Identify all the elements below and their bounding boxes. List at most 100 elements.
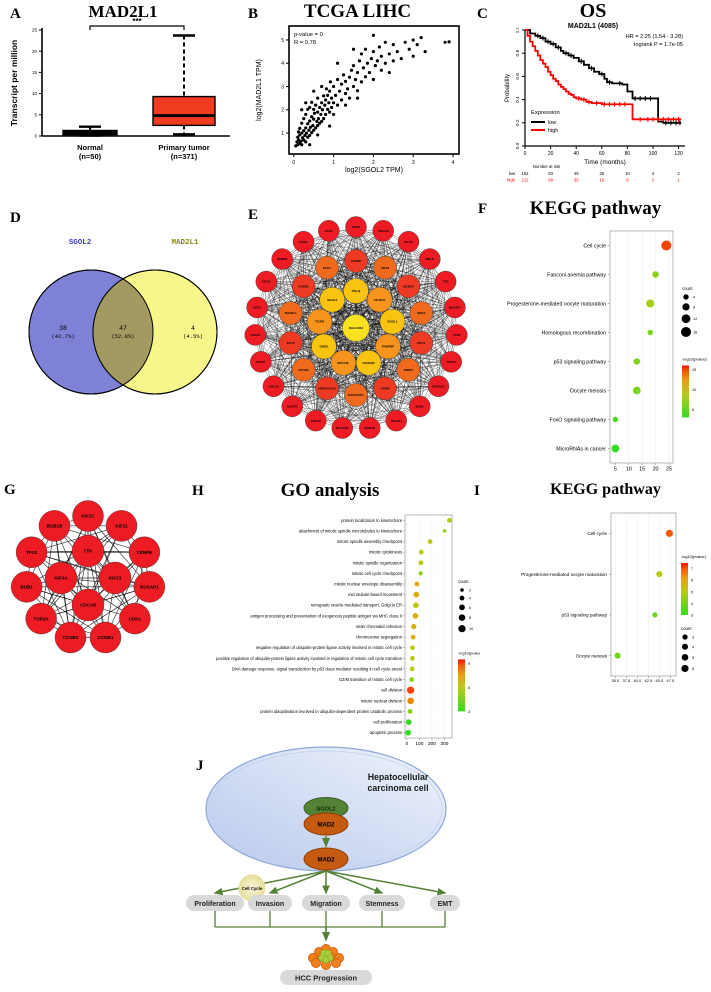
scatter-point bbox=[447, 40, 451, 44]
pathway-dot bbox=[427, 539, 433, 544]
svg-text:HR = 2.25 (1.54 - 3.28): HR = 2.25 (1.54 - 3.28) bbox=[626, 34, 684, 40]
svg-text:83: 83 bbox=[548, 171, 553, 176]
svg-text:count: count bbox=[682, 286, 693, 291]
svg-text:3: 3 bbox=[692, 636, 694, 640]
panel-dot-svg: Cell cycle Progesterone-mediated oocyte m… bbox=[521, 512, 707, 683]
svg-text:mitotic spindle organization: mitotic spindle organization bbox=[353, 560, 403, 565]
svg-text:FOXM1: FOXM1 bbox=[298, 284, 309, 288]
svg-text:4: 4 bbox=[692, 645, 694, 649]
svg-text:16: 16 bbox=[693, 330, 697, 334]
svg-text:chromosome segregation: chromosome segregation bbox=[356, 635, 403, 640]
scatter-point bbox=[345, 87, 350, 91]
scatter-point bbox=[312, 107, 316, 111]
network-node bbox=[271, 248, 293, 270]
pathway-dot bbox=[652, 612, 658, 618]
svg-text:Cell Cycle: Cell Cycle bbox=[242, 886, 263, 891]
svg-text:BUB1B: BUB1B bbox=[365, 426, 376, 430]
panel-net-svg: KIF2C KIF11 CENPE NUSAP1 CDK1 CCNB1 CCNB2 TOP2A… bbox=[10, 500, 166, 654]
network-node bbox=[305, 409, 327, 432]
svg-text:0: 0 bbox=[292, 160, 295, 166]
svg-text:CCNB1: CCNB1 bbox=[98, 635, 114, 640]
pathway-dot bbox=[411, 623, 417, 630]
process-pill bbox=[186, 895, 244, 911]
scatter-point bbox=[367, 70, 372, 75]
svg-text:4: 4 bbox=[691, 602, 693, 606]
network-node bbox=[71, 588, 105, 622]
svg-text:25: 25 bbox=[666, 466, 672, 472]
svg-text:Transcript per million: Transcript per million bbox=[9, 40, 19, 126]
panel-j-letter: J bbox=[196, 758, 204, 774]
scatter-point bbox=[407, 47, 411, 51]
scatter-point bbox=[298, 126, 302, 130]
svg-text:CKAP2L: CKAP2L bbox=[374, 298, 386, 302]
svg-text:BUB1B: BUB1B bbox=[47, 524, 64, 529]
panel-d-letter: D bbox=[10, 210, 21, 226]
pathway-dot bbox=[409, 655, 415, 661]
scatter-point bbox=[322, 117, 326, 121]
scatter-point bbox=[415, 43, 419, 47]
svg-text:5: 5 bbox=[692, 408, 694, 412]
svg-text:7: 7 bbox=[691, 567, 693, 571]
svg-text:negative regulation of ubiquit: negative regulation of ubiquitin-protein… bbox=[256, 645, 403, 650]
scatter-point bbox=[327, 101, 331, 105]
network-node bbox=[15, 536, 48, 568]
network-node bbox=[342, 314, 370, 342]
pathway-dot bbox=[407, 709, 413, 714]
svg-text:Fanconi anemia pathway: Fanconi anemia pathway bbox=[547, 272, 606, 278]
scatter-point bbox=[361, 66, 366, 70]
svg-text:PRC1: PRC1 bbox=[417, 341, 425, 345]
svg-text:SGOL2: SGOL2 bbox=[69, 239, 92, 247]
scatter-point bbox=[363, 75, 368, 79]
network-node bbox=[344, 249, 368, 273]
svg-text:KIF23: KIF23 bbox=[352, 225, 361, 229]
scatter-point bbox=[355, 96, 360, 100]
panel-f-chart: Cell cycle Fanconi anemia pathway Progeste… bbox=[470, 198, 711, 472]
scatter-point bbox=[310, 115, 314, 119]
network-node bbox=[419, 248, 441, 270]
scatter-point bbox=[343, 91, 348, 96]
scatter-point bbox=[347, 75, 352, 79]
svg-text:(42.7%): (42.7%) bbox=[51, 333, 74, 340]
scatter-point bbox=[312, 117, 316, 121]
panel-dot-svg: protein localization to kinetochore attac… bbox=[216, 514, 480, 747]
svg-text:35.0: 35.0 bbox=[611, 678, 620, 683]
svg-text:PLK4: PLK4 bbox=[325, 229, 333, 233]
scatter-point bbox=[391, 59, 395, 63]
pathway-dot bbox=[665, 529, 673, 537]
scatter-point bbox=[315, 119, 319, 124]
network-node bbox=[54, 621, 87, 654]
svg-text:0.6: 0.6 bbox=[515, 73, 521, 80]
pathway-dot bbox=[405, 729, 412, 736]
scatter-point bbox=[311, 124, 315, 128]
molecule-mad2 bbox=[303, 812, 349, 836]
pathway-dot bbox=[413, 591, 420, 598]
scatter-point bbox=[335, 61, 340, 65]
scatter-point bbox=[399, 56, 403, 61]
svg-text:4: 4 bbox=[281, 61, 284, 67]
scatter-point bbox=[329, 96, 334, 100]
pathway-dot bbox=[414, 581, 420, 587]
svg-text:mitotic cytokinesis: mitotic cytokinesis bbox=[369, 550, 402, 555]
scatter-point bbox=[365, 61, 370, 65]
process-pill bbox=[430, 895, 460, 911]
svg-text:0: 0 bbox=[406, 741, 409, 747]
svg-text:47.5: 47.5 bbox=[666, 678, 675, 683]
scatter-point bbox=[324, 87, 329, 91]
svg-text:mitotic cell cycle checkpoint: mitotic cell cycle checkpoint bbox=[352, 571, 403, 576]
svg-text:antigen processing and present: antigen processing and presentation of e… bbox=[250, 613, 402, 618]
svg-text:high: high bbox=[548, 128, 558, 134]
scatter-point bbox=[347, 96, 352, 100]
svg-text:EMT: EMT bbox=[438, 901, 454, 908]
svg-text:-log10(pvalue): -log10(pvalue) bbox=[458, 650, 480, 655]
panel-d-chart: SGOL2 MAD2L1 38 (42.7%) 47 (52.8%) 4 (4.5%) bbox=[5, 212, 240, 422]
scatter-point bbox=[307, 128, 311, 132]
svg-text:mitotic spindle assembly check: mitotic spindle assembly checkpoint bbox=[337, 539, 403, 544]
svg-text:retrograde vesicle-mediated tr: retrograde vesicle-mediated transport, G… bbox=[311, 603, 402, 608]
svg-text:MELK: MELK bbox=[426, 257, 435, 261]
scatter-point bbox=[320, 119, 324, 124]
panel-d-svg: SGOL2 MAD2L1 38(42.7%) 47(52.8%) 4(4.5%) bbox=[28, 239, 218, 395]
network-node bbox=[133, 571, 166, 603]
svg-text:8: 8 bbox=[469, 616, 471, 620]
scatter-point bbox=[328, 80, 333, 84]
